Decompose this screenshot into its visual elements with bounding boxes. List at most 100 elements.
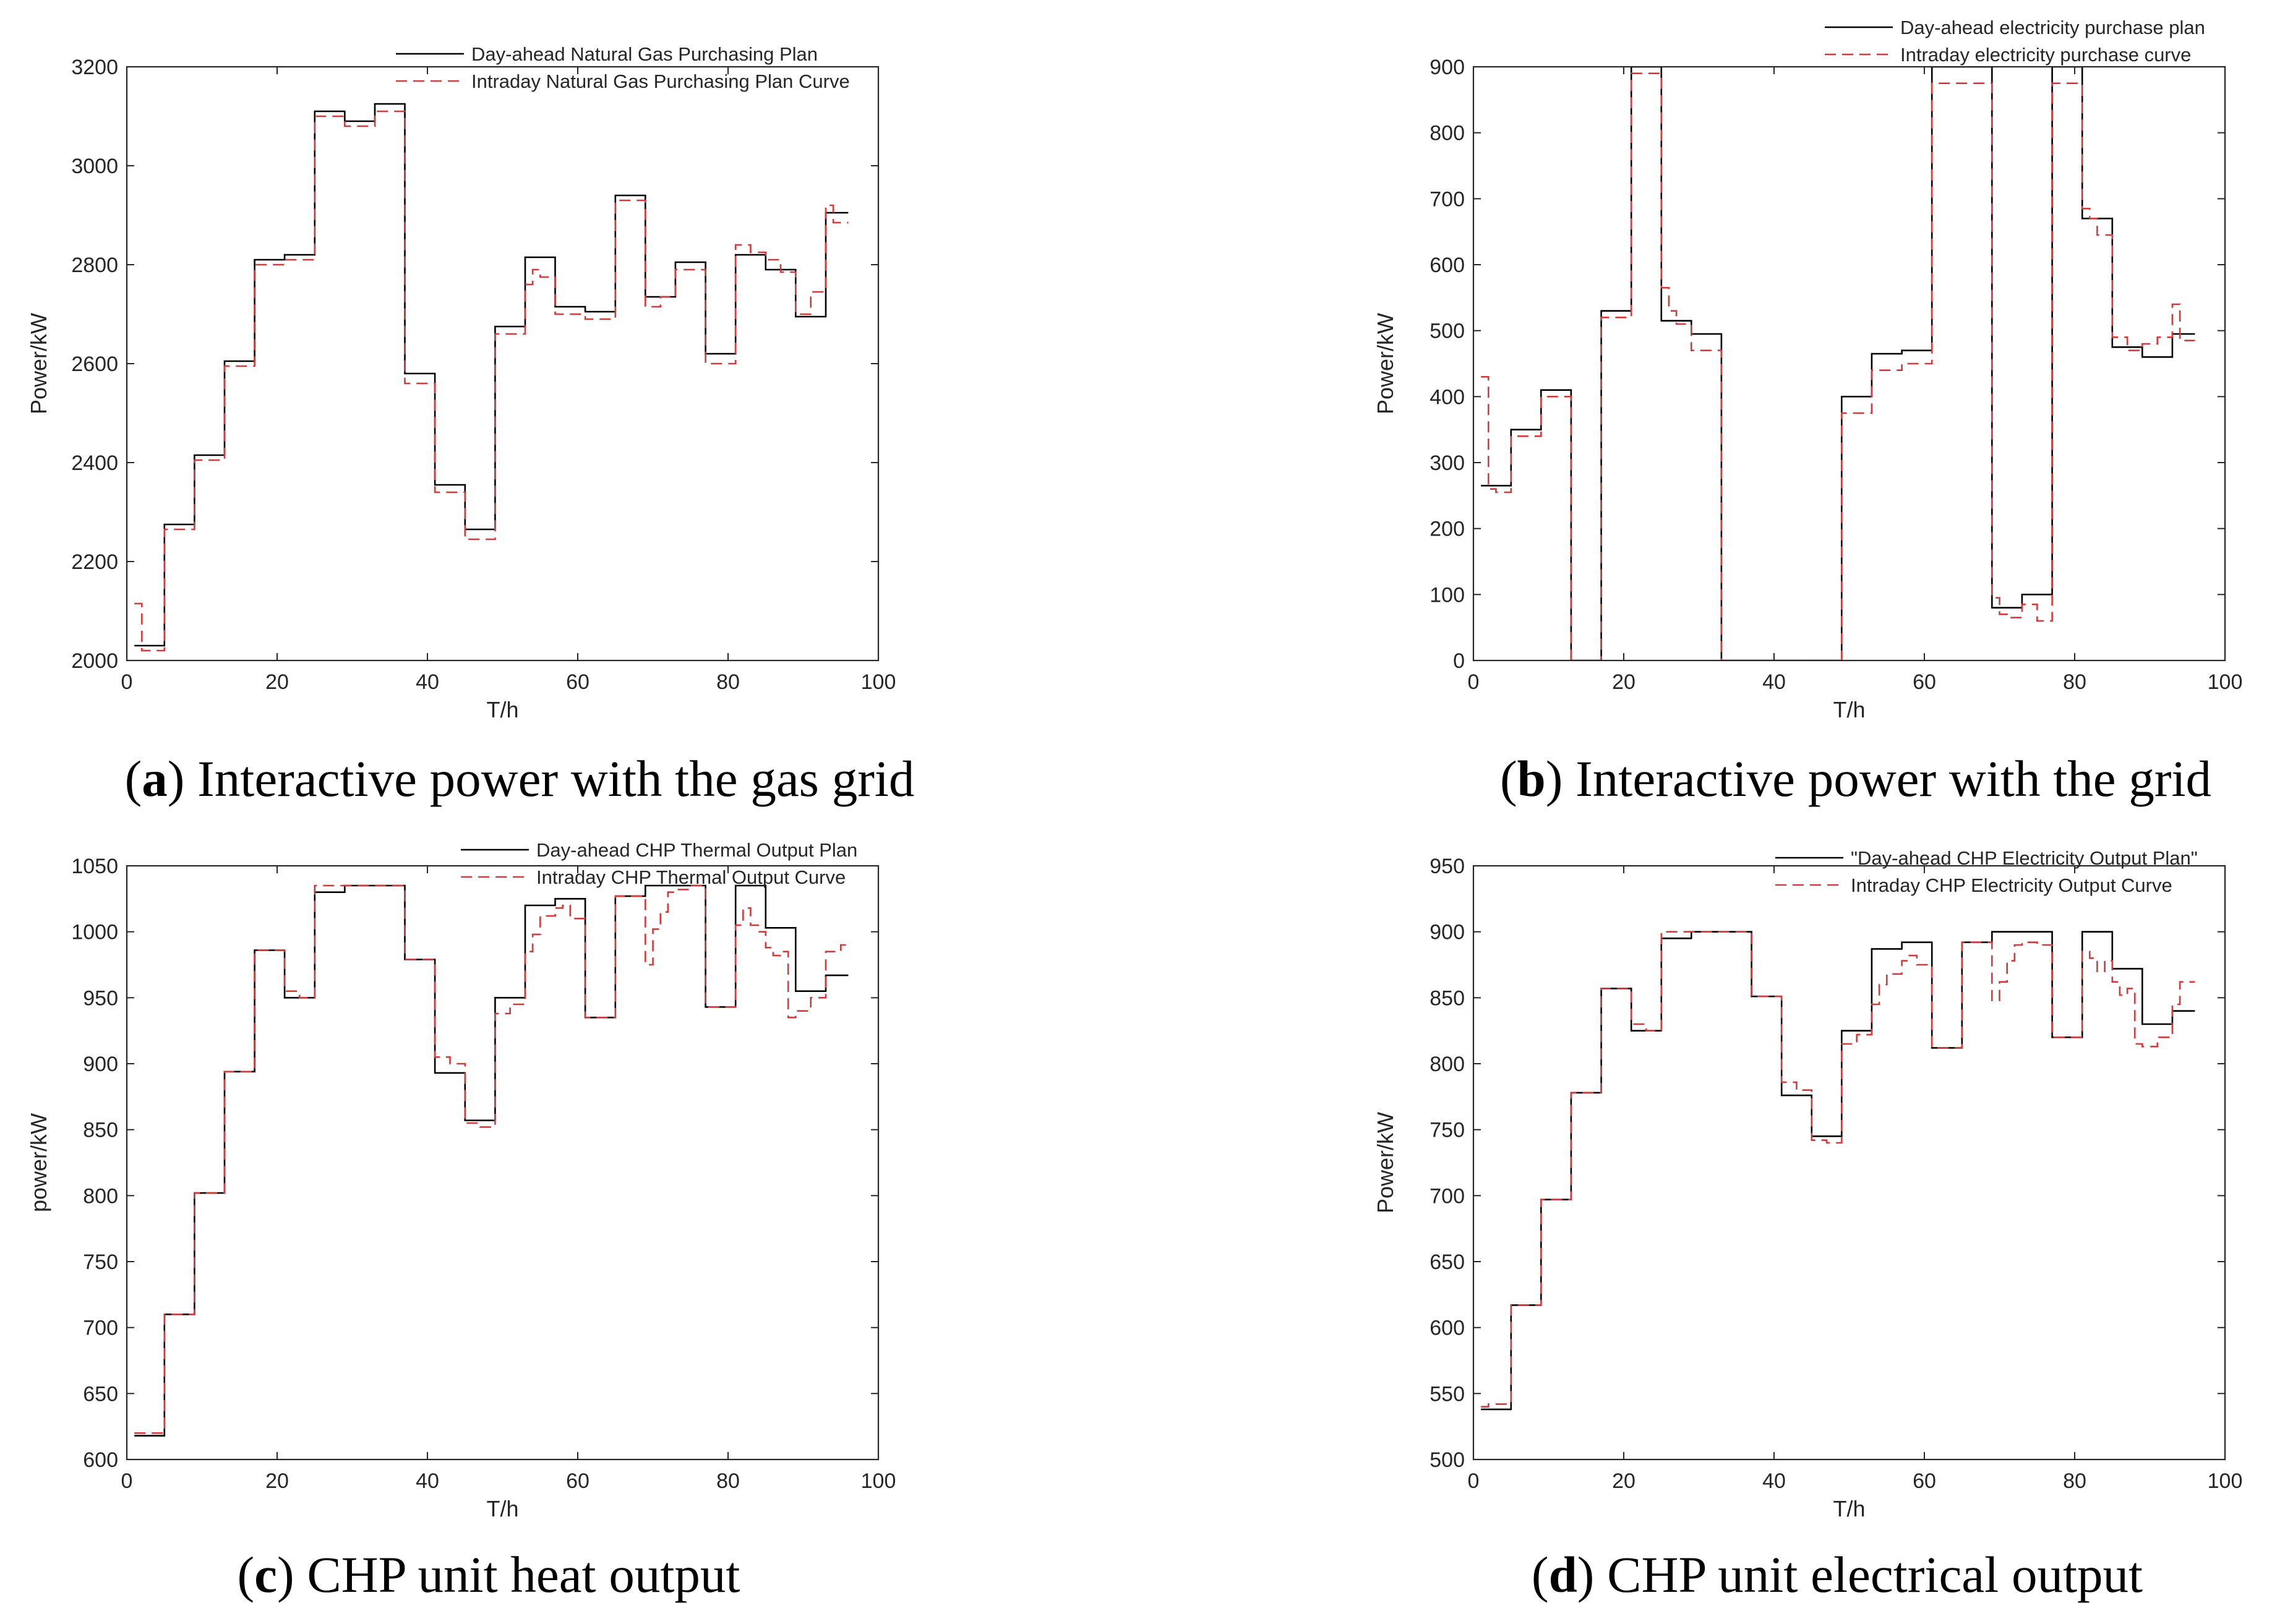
x-tick-label: 100	[861, 1469, 896, 1493]
legend-label: Intraday CHP Electricity Output Curve	[1851, 874, 2172, 896]
x-tick-label: 0	[1468, 1469, 1480, 1493]
y-tick-label: 700	[1430, 187, 1465, 211]
plan-series-line	[1481, 67, 2195, 660]
x-tick-label: 0	[121, 1469, 133, 1493]
axes-box	[126, 66, 880, 662]
chart-b: 0 20 40 60 80 100 0 100 200 300 400 500 600 700 800 900…	[1373, 17, 2242, 722]
series-group	[134, 884, 849, 1437]
axes-box	[126, 865, 880, 1461]
y-tick-label: 2400	[71, 451, 118, 475]
x-tick-label: 40	[416, 1469, 439, 1493]
y-tick-label: 900	[1430, 921, 1465, 944]
y-tick-label: 850	[83, 1119, 118, 1142]
y-axis-label: Power/kW	[1373, 1112, 1398, 1213]
y-tick-label: 400	[1430, 385, 1465, 409]
intraday-series-line	[1481, 931, 2195, 1408]
y-tick-label: 2800	[71, 254, 118, 277]
caption-c: (c) CHP unit heat output	[237, 1546, 740, 1603]
legend-label: Intraday CHP Thermal Output Curve	[536, 866, 846, 888]
legend-label: Day-ahead CHP Thermal Output Plan	[536, 839, 857, 861]
y-tick-label: 2200	[71, 550, 118, 574]
x-tick-label: 40	[416, 670, 439, 694]
series-group	[1481, 67, 2195, 660]
x-tick-label: 20	[265, 670, 289, 694]
y-tick-label: 200	[1430, 518, 1465, 541]
y-tick-label: 650	[1430, 1250, 1465, 1274]
y-tick-label: 600	[1430, 1317, 1465, 1340]
y-tick-label: 850	[1430, 986, 1465, 1010]
y-tick-label: 800	[83, 1184, 118, 1208]
intraday-series-line	[134, 884, 849, 1434]
plan-series-line	[134, 884, 849, 1437]
y-tick-label: 2000	[71, 649, 118, 673]
y-tick-label: 0	[1453, 649, 1465, 673]
x-tick-label: 60	[566, 670, 589, 694]
plan-series-line	[134, 103, 849, 647]
legend-label: "Day-ahead CHP Electricity Output Plan"	[1851, 847, 2198, 869]
chart-d: 0 20 40 60 80 100 500 550 600 650 700 750 800 850 900 9…	[1373, 847, 2242, 1521]
y-tick-label: 800	[1430, 122, 1465, 145]
x-tick-label: 100	[2208, 670, 2243, 694]
series-group	[134, 103, 849, 652]
y-tick-label: 500	[1430, 1448, 1465, 1472]
intraday-series-line	[134, 110, 849, 652]
caption-a: (a) Interactive power with the gas grid	[124, 750, 915, 807]
y-tick-label: 550	[1430, 1382, 1465, 1406]
y-tick-label: 650	[83, 1382, 118, 1406]
y-tick-label: 600	[83, 1448, 118, 1472]
x-tick-label: 40	[1762, 670, 1786, 694]
y-tick-label: 300	[1430, 451, 1465, 475]
x-axis-label: T/h	[486, 1496, 518, 1521]
x-tick-label: 80	[2063, 670, 2086, 694]
y-tick-label: 700	[83, 1317, 118, 1340]
x-tick-label: 80	[2063, 1469, 2086, 1493]
caption-d: (d) CHP unit electrical output	[1531, 1546, 2143, 1603]
x-tick-label: 20	[1612, 1469, 1635, 1493]
y-tick-label: 950	[83, 986, 118, 1010]
legend-label: Day-ahead electricity purchase plan	[1900, 17, 2205, 38]
x-tick-label: 100	[861, 670, 896, 694]
axes-box	[1472, 66, 2226, 662]
y-tick-label: 3000	[71, 155, 118, 178]
y-tick-label: 500	[1430, 320, 1465, 343]
y-axis-label: Power/kW	[1373, 313, 1398, 414]
x-tick-label: 100	[2208, 1469, 2243, 1493]
y-tick-label: 800	[1430, 1053, 1465, 1076]
y-tick-label: 1050	[71, 855, 118, 878]
x-tick-label: 0	[121, 670, 133, 694]
y-tick-label: 3200	[71, 56, 118, 79]
y-tick-label: 900	[83, 1053, 118, 1076]
x-axis-label: T/h	[1833, 697, 1865, 722]
y-tick-label: 2600	[71, 353, 118, 376]
y-tick-label: 600	[1430, 254, 1465, 277]
y-tick-label: 750	[1430, 1119, 1465, 1142]
x-tick-label: 0	[1468, 670, 1480, 694]
legend-label: Intraday Natural Gas Purchasing Plan Cur…	[471, 71, 850, 92]
y-tick-label: 100	[1430, 583, 1465, 607]
chart-c: 0 20 40 60 80 100 600 650 700 750 800 850 900 950 1000…	[26, 839, 896, 1521]
axes-box	[1472, 865, 2226, 1461]
chart-a: 0 20 40 60 80 100 2000 2200 2400 2600 2800 3000 3200…	[26, 43, 896, 722]
x-tick-label: 60	[1913, 670, 1936, 694]
x-axis-label: T/h	[486, 697, 518, 722]
legend-label: Day-ahead Natural Gas Purchasing Plan	[471, 43, 818, 65]
y-tick-label: 750	[83, 1250, 118, 1274]
x-tick-label: 20	[265, 1469, 289, 1493]
x-tick-label: 60	[1913, 1469, 1936, 1493]
legend-label: Intraday electricity purchase curve	[1900, 44, 2191, 66]
y-tick-label: 900	[1430, 56, 1465, 79]
intraday-series-line	[1481, 72, 2195, 660]
series-group	[1481, 931, 2195, 1411]
caption-b: (b) Interactive power with the grid	[1499, 750, 2212, 807]
x-tick-label: 20	[1612, 670, 1635, 694]
x-tick-label: 40	[1762, 1469, 1786, 1493]
y-axis-label: Power/kW	[26, 313, 51, 414]
x-axis-label: T/h	[1833, 1496, 1865, 1521]
x-tick-label: 80	[716, 670, 740, 694]
y-tick-label: 1000	[71, 921, 118, 944]
y-tick-label: 700	[1430, 1184, 1465, 1208]
plan-series-line	[1481, 931, 2195, 1411]
x-tick-label: 80	[716, 1469, 740, 1493]
x-tick-label: 60	[566, 1469, 589, 1493]
